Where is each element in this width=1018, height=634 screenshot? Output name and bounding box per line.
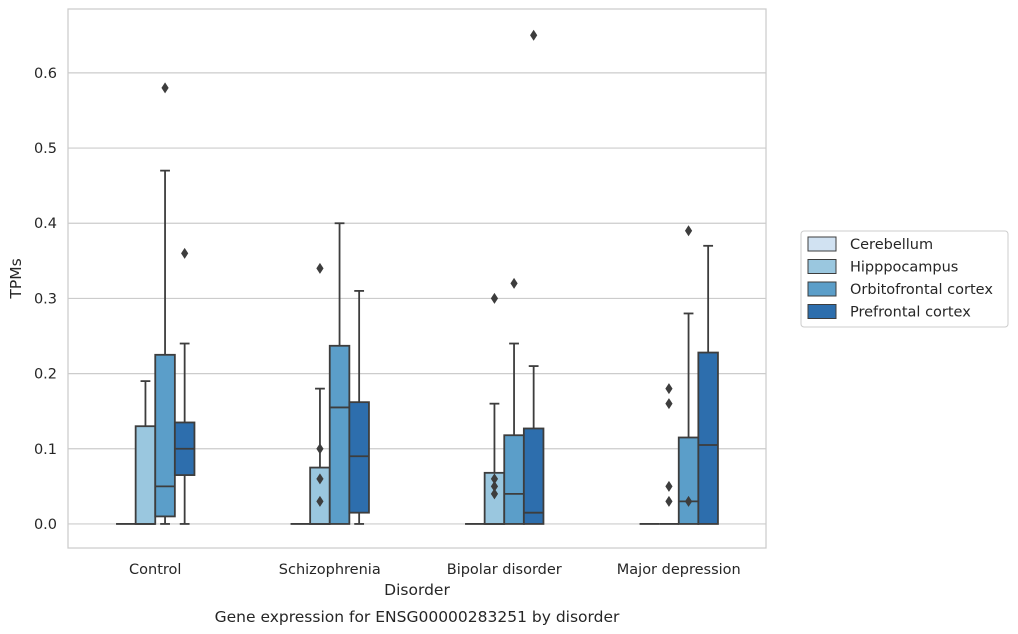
- x-tick-label: Major depression: [617, 562, 741, 578]
- y-tick-label: 0.2: [34, 367, 57, 383]
- outlier-point: [665, 495, 673, 507]
- outlier-point: [316, 473, 324, 485]
- box-body: [328, 344, 351, 525]
- legend-swatch: [807, 236, 837, 252]
- box-orbitofrontal-cortex-bipolar-disorder: [503, 277, 525, 525]
- legend-label: Hipppocampus: [850, 260, 958, 276]
- box-orbitofrontal-cortex-major-depression: [677, 225, 700, 525]
- box-body: [348, 401, 370, 514]
- legend-item: Hipppocampus: [807, 259, 958, 276]
- outlier-point: [684, 495, 693, 507]
- outlier-point: [490, 488, 499, 500]
- figure-caption: Gene expression for ENSG00000283251 by d…: [215, 608, 620, 626]
- outlier-point: [161, 82, 169, 94]
- outlier-point: [665, 398, 673, 410]
- legend-label: Prefrontal cortex: [850, 305, 971, 321]
- legend-swatch: [807, 304, 837, 319]
- legend-item: Cerebellum: [807, 236, 933, 253]
- box-body: [134, 425, 157, 525]
- y-tick-label: 0.6: [34, 66, 57, 82]
- y-tick-label: 0.1: [34, 442, 57, 458]
- box-body: [154, 353, 176, 518]
- legend-item: Orbitofrontal cortex: [807, 281, 993, 298]
- outlier-point: [316, 262, 324, 274]
- plot-frame: [67, 8, 767, 549]
- legend-frame: [800, 230, 1009, 328]
- outlier-point: [316, 443, 324, 455]
- outlier-point: [530, 29, 538, 41]
- box-prefrontal-cortex-bipolar-disorder: [522, 29, 545, 525]
- box-body: [677, 436, 700, 525]
- y-tick-label: 0.0: [34, 517, 57, 533]
- box-orbitofrontal-cortex-control: [154, 82, 176, 525]
- box-body: [697, 351, 719, 525]
- legend-label: Cerebellum: [850, 237, 933, 253]
- outlier-point: [490, 473, 499, 485]
- box-prefrontal-cortex-control: [173, 247, 196, 525]
- box-prefrontal-cortex-major-depression: [697, 244, 719, 525]
- legend-swatch: [807, 259, 837, 274]
- box-prefrontal-cortex-schizophrenia: [348, 290, 370, 525]
- y-axis-label: TPMs: [7, 258, 25, 299]
- x-axis-label: Disorder: [384, 581, 450, 599]
- outlier-point: [316, 495, 324, 507]
- y-tick-label: 0.4: [34, 216, 57, 232]
- box-hipppocampus-major-depression: [659, 383, 679, 525]
- outlier-point: [684, 225, 693, 237]
- outlier-point: [510, 277, 518, 289]
- box-body: [503, 434, 525, 525]
- x-tick-label: Bipolar disorder: [447, 562, 562, 578]
- box-hipppocampus-schizophrenia: [309, 262, 331, 525]
- y-tick-label: 0.3: [34, 291, 57, 307]
- legend: Cerebellum Hipppocampus Orbitofrontal cort…: [800, 230, 1009, 328]
- outlier-point: [490, 480, 499, 492]
- y-tick-label: 0.5: [34, 141, 57, 157]
- y-axis-ticks: 0.0 0.1 0.2 0.3 0.4 0.5 0.6: [34, 66, 57, 533]
- x-axis-ticks: Control Schizophrenia Bipolar disorder Majo…: [129, 562, 741, 578]
- box-series: [116, 29, 719, 525]
- outlier-point: [490, 292, 499, 304]
- outlier-point: [181, 247, 189, 259]
- outlier-point: [665, 480, 673, 492]
- x-tick-label: Schizophrenia: [279, 562, 381, 578]
- x-tick-label: Control: [129, 562, 181, 578]
- legend-label: Orbitofrontal cortex: [850, 282, 993, 298]
- box-body: [522, 427, 545, 525]
- legend-item: Prefrontal cortex: [807, 304, 971, 321]
- outlier-point: [665, 383, 673, 395]
- legend-swatch: [807, 281, 837, 297]
